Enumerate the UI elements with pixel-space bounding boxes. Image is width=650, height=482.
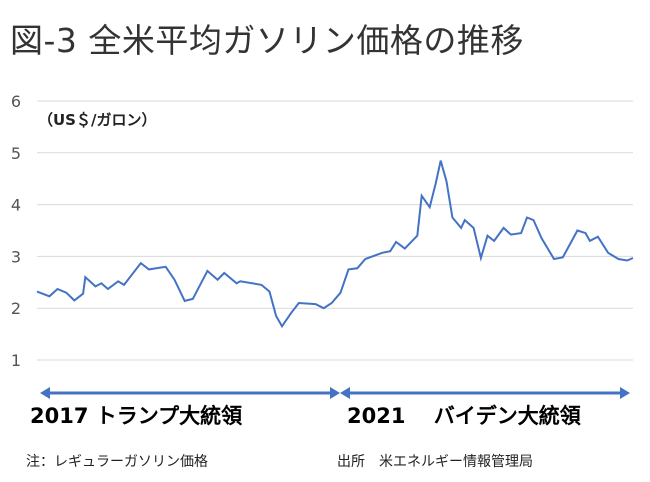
chart-title: 図-3 全米平均ガソリン価格の推移	[10, 21, 524, 60]
footnote: 注：レギュラーガソリン価格	[26, 454, 208, 470]
y-tick-label: 1	[11, 351, 21, 370]
era-arrow-trump	[40, 387, 340, 399]
y-tick-label: 4	[11, 196, 21, 215]
y-tick-label: 3	[11, 247, 21, 266]
y-tick-label: 5	[11, 144, 21, 163]
y-axis-unit-label: （US＄/ガロン）	[38, 111, 156, 129]
series-line-gasoline-price	[36, 160, 634, 329]
era-label-trump: 2017 トランプ大統領	[30, 404, 243, 428]
y-tick-label: 6	[11, 92, 21, 111]
era-arrow-biden	[340, 387, 630, 399]
y-tick-label: 2	[11, 299, 21, 318]
era-label-biden: 2021 バイデン大統領	[347, 404, 581, 428]
source-note: 出所 米エネルギー情報管理局	[337, 454, 533, 470]
